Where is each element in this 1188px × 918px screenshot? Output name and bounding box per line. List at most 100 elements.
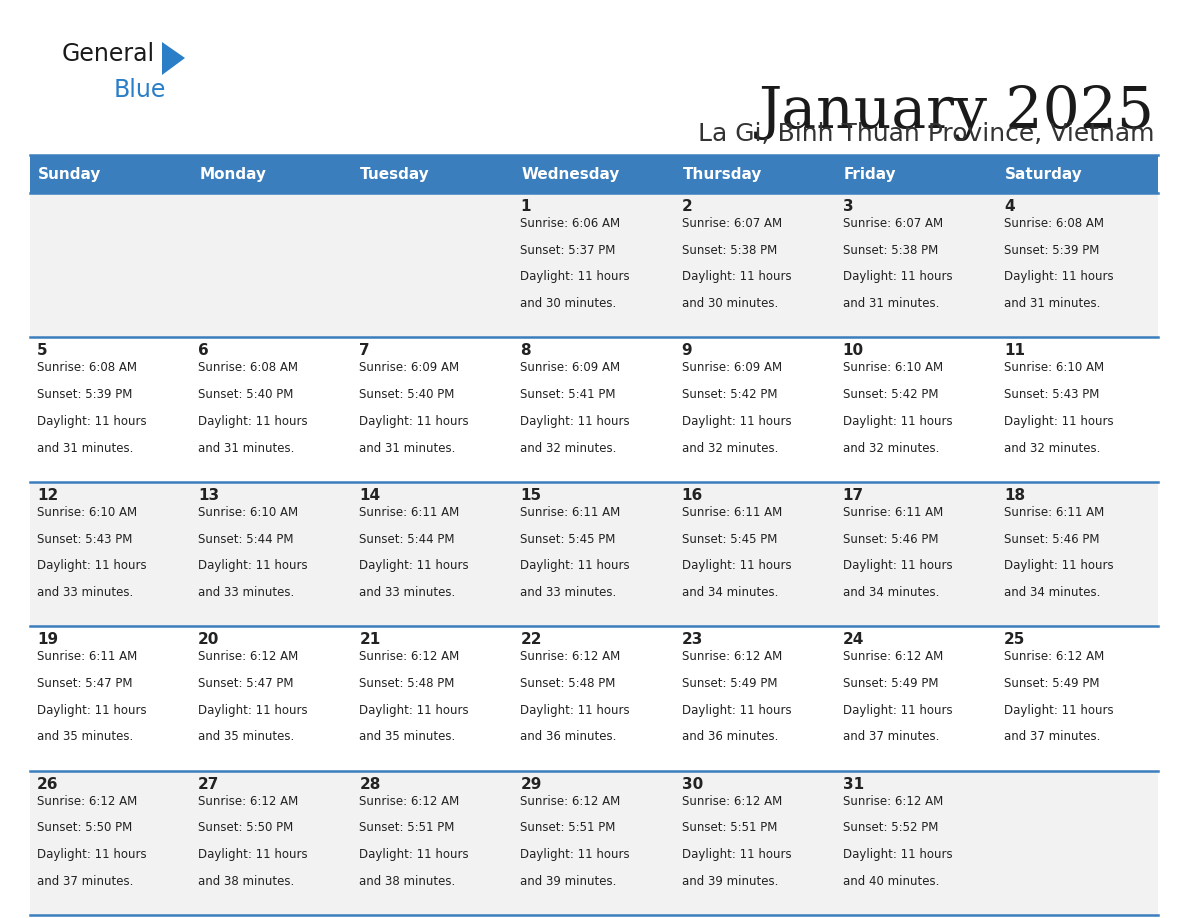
Text: Sunset: 5:38 PM: Sunset: 5:38 PM: [682, 243, 777, 257]
Text: Daylight: 11 hours: Daylight: 11 hours: [682, 415, 791, 428]
Text: Sunset: 5:50 PM: Sunset: 5:50 PM: [37, 822, 132, 834]
Text: Sunrise: 6:11 AM: Sunrise: 6:11 AM: [842, 506, 943, 519]
Bar: [191, 155, 353, 193]
Text: Sunset: 5:51 PM: Sunset: 5:51 PM: [682, 822, 777, 834]
Bar: [30, 155, 191, 193]
Text: and 33 minutes.: and 33 minutes.: [359, 586, 455, 599]
Text: Daylight: 11 hours: Daylight: 11 hours: [37, 559, 146, 572]
Text: and 40 minutes.: and 40 minutes.: [842, 875, 939, 888]
Text: and 31 minutes.: and 31 minutes.: [1004, 297, 1100, 310]
Text: 24: 24: [842, 633, 864, 647]
Bar: [30, 193, 1158, 338]
Text: Sunset: 5:39 PM: Sunset: 5:39 PM: [37, 388, 132, 401]
Text: Sunrise: 6:12 AM: Sunrise: 6:12 AM: [682, 650, 782, 663]
Text: Sunrise: 6:09 AM: Sunrise: 6:09 AM: [682, 362, 782, 375]
Text: General: General: [62, 42, 156, 66]
Text: 11: 11: [1004, 343, 1025, 358]
Text: and 37 minutes.: and 37 minutes.: [37, 875, 133, 888]
Text: Sunset: 5:43 PM: Sunset: 5:43 PM: [37, 532, 132, 545]
Text: Daylight: 11 hours: Daylight: 11 hours: [1004, 559, 1113, 572]
Text: Sunrise: 6:10 AM: Sunrise: 6:10 AM: [198, 506, 298, 519]
Text: Sunrise: 6:08 AM: Sunrise: 6:08 AM: [198, 362, 298, 375]
Text: and 35 minutes.: and 35 minutes.: [198, 731, 295, 744]
Text: Sunset: 5:40 PM: Sunset: 5:40 PM: [359, 388, 455, 401]
Text: Sunrise: 6:09 AM: Sunrise: 6:09 AM: [520, 362, 620, 375]
Text: 20: 20: [198, 633, 220, 647]
Text: 28: 28: [359, 777, 380, 791]
Text: and 30 minutes.: and 30 minutes.: [520, 297, 617, 310]
Text: Sunrise: 6:12 AM: Sunrise: 6:12 AM: [842, 795, 943, 808]
Text: and 31 minutes.: and 31 minutes.: [198, 442, 295, 454]
Text: Daylight: 11 hours: Daylight: 11 hours: [198, 559, 308, 572]
Text: 12: 12: [37, 487, 58, 503]
Text: Sunrise: 6:12 AM: Sunrise: 6:12 AM: [359, 795, 460, 808]
Text: Sunset: 5:45 PM: Sunset: 5:45 PM: [682, 532, 777, 545]
Text: 18: 18: [1004, 487, 1025, 503]
Text: Sunset: 5:51 PM: Sunset: 5:51 PM: [520, 822, 615, 834]
Text: and 31 minutes.: and 31 minutes.: [37, 442, 133, 454]
Bar: [30, 626, 1158, 770]
Text: Daylight: 11 hours: Daylight: 11 hours: [1004, 271, 1113, 284]
Text: 26: 26: [37, 777, 58, 791]
Text: and 37 minutes.: and 37 minutes.: [842, 731, 939, 744]
Text: Daylight: 11 hours: Daylight: 11 hours: [359, 703, 469, 717]
Text: Sunset: 5:50 PM: Sunset: 5:50 PM: [198, 822, 293, 834]
Text: Wednesday: Wednesday: [522, 166, 620, 182]
Text: Daylight: 11 hours: Daylight: 11 hours: [359, 848, 469, 861]
Text: Sunset: 5:47 PM: Sunset: 5:47 PM: [198, 677, 293, 690]
Text: Sunrise: 6:12 AM: Sunrise: 6:12 AM: [359, 650, 460, 663]
Bar: [997, 155, 1158, 193]
Text: 27: 27: [198, 777, 220, 791]
Text: La Gi, Binh Thuan Province, Vietnam: La Gi, Binh Thuan Province, Vietnam: [699, 122, 1155, 146]
Text: Sunrise: 6:12 AM: Sunrise: 6:12 AM: [520, 795, 620, 808]
Text: Sunrise: 6:12 AM: Sunrise: 6:12 AM: [682, 795, 782, 808]
Text: Daylight: 11 hours: Daylight: 11 hours: [520, 559, 630, 572]
Text: Sunrise: 6:11 AM: Sunrise: 6:11 AM: [359, 506, 460, 519]
Text: and 32 minutes.: and 32 minutes.: [682, 442, 778, 454]
Text: 19: 19: [37, 633, 58, 647]
Text: Sunset: 5:38 PM: Sunset: 5:38 PM: [842, 243, 939, 257]
Text: Sunset: 5:40 PM: Sunset: 5:40 PM: [198, 388, 293, 401]
Text: Sunset: 5:51 PM: Sunset: 5:51 PM: [359, 822, 455, 834]
Text: Saturday: Saturday: [1005, 166, 1082, 182]
Text: 6: 6: [198, 343, 209, 358]
Text: Sunset: 5:49 PM: Sunset: 5:49 PM: [682, 677, 777, 690]
Text: Sunset: 5:49 PM: Sunset: 5:49 PM: [1004, 677, 1099, 690]
Text: Daylight: 11 hours: Daylight: 11 hours: [520, 703, 630, 717]
Text: Sunset: 5:47 PM: Sunset: 5:47 PM: [37, 677, 133, 690]
Text: Sunset: 5:48 PM: Sunset: 5:48 PM: [359, 677, 455, 690]
Text: Sunset: 5:42 PM: Sunset: 5:42 PM: [842, 388, 939, 401]
Text: Sunday: Sunday: [38, 166, 101, 182]
Text: and 35 minutes.: and 35 minutes.: [37, 731, 133, 744]
Text: Sunset: 5:44 PM: Sunset: 5:44 PM: [198, 532, 293, 545]
Text: and 33 minutes.: and 33 minutes.: [198, 586, 295, 599]
Text: Daylight: 11 hours: Daylight: 11 hours: [198, 415, 308, 428]
Text: Daylight: 11 hours: Daylight: 11 hours: [359, 415, 469, 428]
Text: Blue: Blue: [114, 78, 166, 102]
Text: Sunrise: 6:11 AM: Sunrise: 6:11 AM: [520, 506, 620, 519]
Text: Sunset: 5:39 PM: Sunset: 5:39 PM: [1004, 243, 1099, 257]
Text: Sunrise: 6:10 AM: Sunrise: 6:10 AM: [1004, 362, 1104, 375]
Text: Sunrise: 6:12 AM: Sunrise: 6:12 AM: [842, 650, 943, 663]
Text: Sunrise: 6:06 AM: Sunrise: 6:06 AM: [520, 217, 620, 230]
Bar: [353, 155, 513, 193]
Text: 22: 22: [520, 633, 542, 647]
Text: Sunrise: 6:08 AM: Sunrise: 6:08 AM: [1004, 217, 1104, 230]
Text: Sunrise: 6:12 AM: Sunrise: 6:12 AM: [198, 650, 298, 663]
Text: Sunset: 5:42 PM: Sunset: 5:42 PM: [682, 388, 777, 401]
Text: and 36 minutes.: and 36 minutes.: [682, 731, 778, 744]
Text: and 38 minutes.: and 38 minutes.: [198, 875, 295, 888]
Text: 29: 29: [520, 777, 542, 791]
Bar: [30, 482, 1158, 626]
Text: Sunset: 5:49 PM: Sunset: 5:49 PM: [842, 677, 939, 690]
Text: and 30 minutes.: and 30 minutes.: [682, 297, 778, 310]
Text: Daylight: 11 hours: Daylight: 11 hours: [37, 703, 146, 717]
Text: Daylight: 11 hours: Daylight: 11 hours: [842, 271, 953, 284]
Text: Sunset: 5:46 PM: Sunset: 5:46 PM: [842, 532, 939, 545]
Text: Daylight: 11 hours: Daylight: 11 hours: [842, 703, 953, 717]
Bar: [513, 155, 675, 193]
Text: Sunrise: 6:11 AM: Sunrise: 6:11 AM: [37, 650, 138, 663]
Text: 13: 13: [198, 487, 220, 503]
Text: Sunrise: 6:08 AM: Sunrise: 6:08 AM: [37, 362, 137, 375]
Text: and 36 minutes.: and 36 minutes.: [520, 731, 617, 744]
